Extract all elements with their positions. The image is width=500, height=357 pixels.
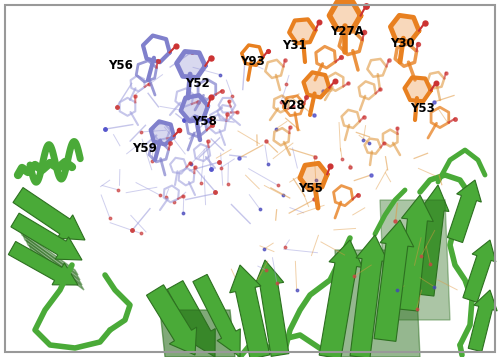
Polygon shape xyxy=(150,121,174,145)
Text: Y28: Y28 xyxy=(280,99,305,112)
Text: Y31: Y31 xyxy=(282,39,306,52)
Polygon shape xyxy=(160,310,235,357)
Polygon shape xyxy=(398,195,434,311)
Polygon shape xyxy=(404,77,431,101)
Text: Y59: Y59 xyxy=(132,142,157,155)
Polygon shape xyxy=(176,51,206,77)
Polygon shape xyxy=(335,250,420,357)
Polygon shape xyxy=(300,163,327,189)
Polygon shape xyxy=(23,235,80,280)
Polygon shape xyxy=(20,230,78,275)
Polygon shape xyxy=(8,241,78,285)
Text: Y93: Y93 xyxy=(240,55,265,68)
Polygon shape xyxy=(11,213,82,260)
Text: Y55: Y55 xyxy=(298,182,323,195)
Polygon shape xyxy=(230,265,270,357)
Polygon shape xyxy=(181,95,208,121)
Polygon shape xyxy=(330,2,360,29)
Polygon shape xyxy=(193,275,240,357)
Polygon shape xyxy=(380,200,450,320)
Polygon shape xyxy=(289,19,316,43)
Polygon shape xyxy=(374,220,414,341)
Polygon shape xyxy=(167,281,215,357)
Text: Y53: Y53 xyxy=(410,102,435,115)
Text: Y56: Y56 xyxy=(108,59,133,72)
Text: Y27A: Y27A xyxy=(330,25,364,38)
Text: Y30: Y30 xyxy=(390,37,414,50)
Polygon shape xyxy=(390,15,419,42)
Polygon shape xyxy=(468,290,497,352)
Polygon shape xyxy=(304,72,330,97)
Polygon shape xyxy=(416,185,449,296)
Polygon shape xyxy=(13,187,85,240)
Polygon shape xyxy=(463,240,496,302)
Polygon shape xyxy=(448,180,482,242)
Polygon shape xyxy=(350,235,388,357)
Polygon shape xyxy=(26,240,82,285)
Text: Y58: Y58 xyxy=(192,115,217,128)
Polygon shape xyxy=(146,285,196,355)
Text: Y52: Y52 xyxy=(185,77,210,90)
Polygon shape xyxy=(254,260,289,356)
Polygon shape xyxy=(29,245,84,290)
Polygon shape xyxy=(319,240,362,357)
